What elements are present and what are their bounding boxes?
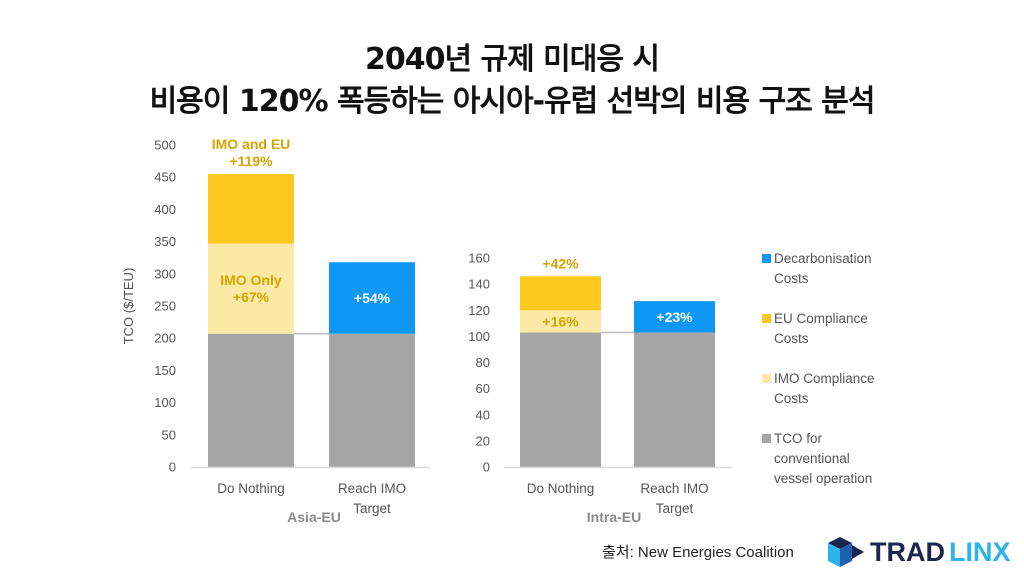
x-category-label: Target (656, 501, 694, 516)
y-tick-label: 60 (476, 381, 490, 396)
y-tick-label: 500 (154, 138, 176, 153)
legend-swatch-eu (762, 314, 771, 323)
bar-tco-segment (208, 333, 294, 467)
y-tick-label: 400 (154, 202, 176, 217)
chart-title-line-2: 비용이 120% 폭등하는 아시아-유럽 선박의 비용 구조 분석 (149, 84, 876, 119)
legend-label: Costs (774, 271, 809, 286)
y-tick-label: 0 (169, 460, 176, 475)
data-label: +16% (542, 313, 579, 329)
logo-text-linx: LINX (949, 536, 1011, 567)
tradlinx-logo: TRAD LINX (826, 536, 1011, 568)
data-label: IMO and EU (212, 136, 291, 152)
data-label: +54% (354, 290, 391, 306)
legend-label: Costs (774, 331, 809, 346)
legend-label: vessel operation (774, 471, 872, 486)
bar-decarb-segment (329, 262, 415, 334)
y-tick-label: 140 (468, 277, 490, 292)
cube-icon (828, 537, 864, 567)
source-caption: 출처: New Energies Coalition (602, 544, 794, 561)
x-category-label: Do Nothing (527, 481, 595, 496)
x-category-label: Do Nothing (217, 481, 285, 496)
y-tick-label: 450 (154, 170, 176, 185)
group-label: Asia-EU (287, 509, 341, 525)
y-tick-label: 100 (154, 395, 176, 410)
data-label: +119% (229, 153, 273, 169)
legend-swatch-tco (762, 434, 771, 443)
legend-label: Costs (774, 391, 809, 406)
y-tick-label: 250 (154, 299, 176, 314)
y-tick-label: 200 (154, 331, 176, 346)
y-tick-label: 50 (162, 427, 176, 442)
logo-text-trad: TRAD (870, 536, 945, 567)
y-tick-label: 120 (468, 303, 490, 318)
legend-label: IMO Compliance (774, 371, 875, 386)
y-axis-label: TCO ($/TEU) (121, 268, 136, 345)
y-tick-label: 20 (476, 433, 490, 448)
data-label: +67% (233, 289, 270, 305)
chart-title-line-1: 2040년 규제 미대응 시 (364, 42, 660, 77)
y-tick-label: 300 (154, 266, 176, 281)
y-tick-label: 80 (476, 355, 490, 370)
x-category-label: Reach IMO (640, 481, 708, 496)
legend-label: conventional (774, 451, 850, 466)
legend-label: Decarbonisation (774, 251, 872, 266)
y-tick-label: 350 (154, 234, 176, 249)
bar-eu-segment (208, 173, 294, 244)
data-label: +23% (656, 309, 693, 325)
legend-label: TCO for (774, 431, 823, 446)
bar-eu-segment (520, 276, 601, 311)
bar-tco-segment (329, 333, 415, 467)
bar-decarb-segment (634, 301, 715, 333)
y-tick-label: 150 (154, 363, 176, 378)
legend-label: EU Compliance (774, 311, 868, 326)
data-label: +42% (542, 255, 579, 271)
y-tick-label: 0 (483, 460, 490, 475)
bar-imo-segment (520, 310, 601, 333)
data-label: IMO Only (220, 272, 282, 288)
y-tick-label: 160 (468, 251, 490, 266)
legend-swatch-decarb (762, 254, 771, 263)
bar-imo-segment (208, 243, 294, 334)
group-label: Intra-EU (587, 509, 641, 525)
bar-tco-segment (520, 332, 601, 467)
y-tick-label: 100 (468, 329, 490, 344)
x-category-label: Reach IMO (338, 481, 406, 496)
bar-tco-segment (634, 332, 715, 467)
y-tick-label: 40 (476, 407, 490, 422)
x-category-label: Target (353, 501, 391, 516)
legend-swatch-imo (762, 374, 771, 383)
